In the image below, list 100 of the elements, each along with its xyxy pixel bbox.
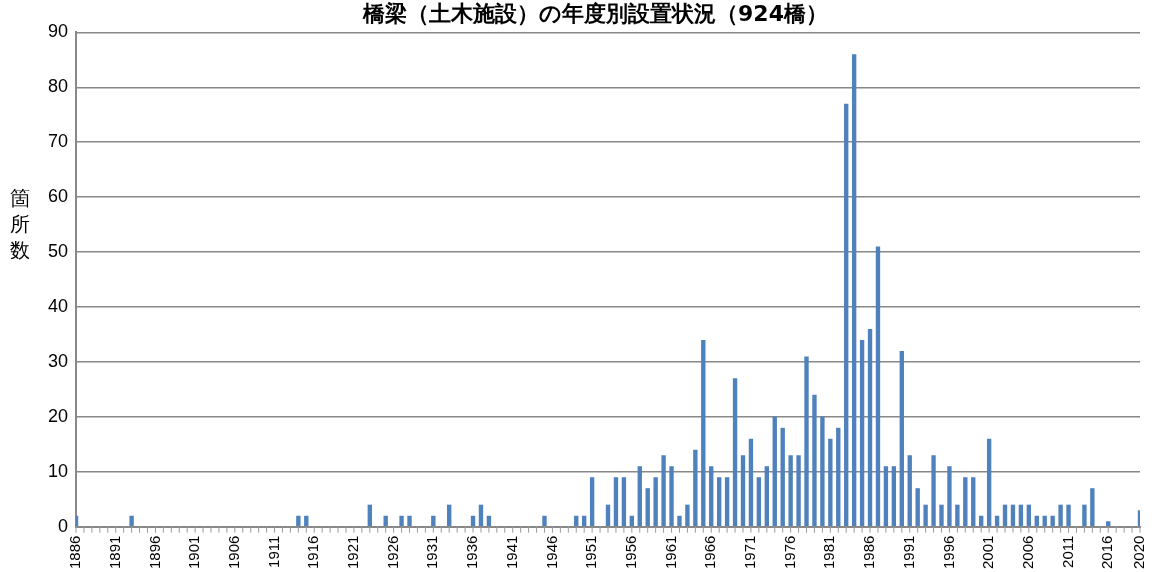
bar xyxy=(701,339,706,526)
x-tick-label: 1971 xyxy=(741,535,759,570)
bar xyxy=(963,477,968,526)
x-tick-label: 1906 xyxy=(224,535,242,570)
bar xyxy=(542,515,547,526)
bar xyxy=(780,427,785,526)
bar xyxy=(867,328,873,526)
y-tick-label: 20 xyxy=(47,405,69,426)
bar xyxy=(716,477,722,526)
bar xyxy=(812,394,817,526)
y-tick-label: 10 xyxy=(47,460,69,481)
y-axis-title: 箇所数 xyxy=(10,185,31,263)
x-tick-label: 1976 xyxy=(780,535,798,570)
bar xyxy=(613,477,619,526)
bar xyxy=(851,54,857,526)
x-tick-label: 1926 xyxy=(383,535,401,570)
y-tick-label: 50 xyxy=(47,241,69,262)
bar xyxy=(796,455,801,526)
x-tick-label: 1941 xyxy=(502,535,520,570)
x-tick-label: 1901 xyxy=(185,535,203,570)
x-tick-label: 1946 xyxy=(542,535,560,570)
x-tick-label: 1996 xyxy=(939,535,957,570)
bar xyxy=(129,515,134,526)
bar xyxy=(764,466,769,526)
bar xyxy=(1010,504,1016,526)
bar xyxy=(1026,504,1032,526)
bar xyxy=(804,356,809,526)
bar xyxy=(1082,504,1087,526)
bar xyxy=(971,477,976,526)
bar xyxy=(955,504,960,526)
bar xyxy=(939,504,944,526)
x-tick-label: 1921 xyxy=(344,535,362,570)
bar xyxy=(883,466,889,526)
bar xyxy=(859,339,865,526)
x-tick-label: 1961 xyxy=(661,535,679,570)
bar xyxy=(431,515,436,526)
y-tick-label: 30 xyxy=(47,350,69,371)
bar xyxy=(732,378,738,526)
bar xyxy=(820,416,825,526)
x-tick-label: 2001 xyxy=(979,535,997,570)
x-tick-label: 2011 xyxy=(1058,535,1076,568)
bar xyxy=(1002,504,1008,526)
bar xyxy=(915,488,920,526)
y-tick-label: 90 xyxy=(47,21,69,42)
bar xyxy=(907,455,912,526)
x-tick-label: 2006 xyxy=(1018,535,1036,570)
bar xyxy=(788,455,793,526)
bar xyxy=(1018,504,1024,526)
bar xyxy=(1090,488,1095,526)
bar xyxy=(661,455,666,526)
bar xyxy=(399,515,404,526)
x-tick-label: 1931 xyxy=(423,535,441,570)
x-tick-label: 1956 xyxy=(621,535,639,570)
bar xyxy=(709,466,714,526)
x-tick-label: 1966 xyxy=(701,535,719,570)
bar xyxy=(772,416,777,526)
bar xyxy=(1058,504,1063,526)
bar xyxy=(844,103,849,526)
bar xyxy=(986,438,992,526)
bar xyxy=(1137,510,1140,526)
bar xyxy=(748,438,754,526)
bar xyxy=(923,504,928,526)
bar xyxy=(931,455,936,526)
bar xyxy=(407,515,412,526)
bar xyxy=(645,488,650,526)
bar xyxy=(685,504,690,526)
bar xyxy=(875,246,881,526)
bar xyxy=(669,466,674,526)
x-tick-label: 1936 xyxy=(463,535,481,570)
bar xyxy=(899,350,904,526)
y-tick-label: 0 xyxy=(58,515,69,536)
bar xyxy=(367,504,372,526)
bar xyxy=(828,438,833,526)
x-tick-label: 1951 xyxy=(582,535,600,570)
bar xyxy=(589,477,595,526)
x-tick-label: 1886 xyxy=(66,535,84,570)
y-tick-label: 40 xyxy=(47,295,69,316)
bar xyxy=(891,466,897,526)
bar xyxy=(478,504,484,526)
y-tick-label: 70 xyxy=(47,131,69,152)
bar xyxy=(621,477,627,526)
bar xyxy=(947,466,952,526)
bar xyxy=(740,455,746,526)
bar xyxy=(605,504,611,526)
bar xyxy=(1106,521,1111,526)
x-tick-label: 1991 xyxy=(899,535,917,570)
x-tick-label: 1981 xyxy=(820,535,838,570)
x-tick-label: 2016 xyxy=(1098,535,1116,570)
bar xyxy=(637,466,642,526)
x-tick-label: 1891 xyxy=(105,535,123,570)
bar xyxy=(653,477,658,526)
chart-title: 橋梁（土木施設）の年度別設置状況（924橋） xyxy=(362,0,828,26)
bar xyxy=(836,427,841,526)
x-tick-label: 1911 xyxy=(264,535,282,568)
y-tick-label: 60 xyxy=(47,186,69,207)
bar xyxy=(693,449,698,526)
bar xyxy=(1066,504,1071,526)
y-tick-label: 80 xyxy=(47,76,69,97)
bar xyxy=(447,504,452,526)
x-tick-label: 2020 xyxy=(1130,535,1148,570)
